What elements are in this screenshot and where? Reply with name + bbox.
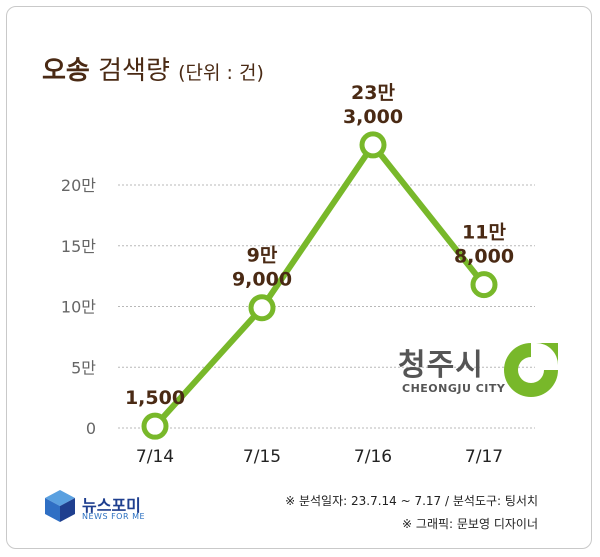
source-note: ※ 분석일자: 23.7.14 ~ 7.17 / 분석도구: 팅서치 ※ 그래픽… — [285, 490, 538, 536]
y-tick-label: 0 — [86, 419, 96, 438]
news-cube-icon — [45, 490, 75, 522]
city-name-korean: 청주시 — [398, 348, 484, 383]
y-tick-label: 10만 — [61, 298, 96, 317]
x-axis-ticks: 7/14 7/15 7/16 7/17 — [136, 447, 503, 467]
data-point — [248, 294, 276, 322]
chart-title: 오송 검색량 (단위 : 건) — [42, 50, 264, 87]
series-line-group — [152, 141, 487, 429]
data-label: 9,000 — [232, 269, 292, 291]
series-line — [152, 141, 487, 429]
y-tick-label: 5만 — [71, 358, 96, 377]
data-point — [359, 131, 387, 159]
source-line-2: ※ 그래픽: 문보영 디자이너 — [402, 517, 538, 531]
city-name-english: CHEONGJU CITY — [402, 382, 506, 395]
x-tick-label: 7/14 — [136, 447, 174, 467]
gridlines — [118, 184, 535, 429]
title-main: 오송 — [42, 56, 90, 86]
data-label: 8,000 — [454, 246, 514, 268]
x-tick-label: 7/17 — [465, 447, 503, 467]
data-point — [470, 271, 498, 299]
y-tick-label: 20만 — [61, 176, 96, 195]
publisher-logo: 뉴스포미 NEWS FOR ME — [42, 488, 182, 528]
y-axis-ticks: 0 5만 10만 15만 20만 — [61, 176, 96, 438]
x-tick-label: 7/16 — [354, 447, 392, 467]
cheongju-emblem-icon — [504, 343, 558, 397]
x-tick-label: 7/15 — [243, 447, 281, 467]
y-tick-label: 15만 — [61, 237, 96, 256]
title-rest: 검색량 — [98, 56, 170, 86]
data-points — [141, 131, 498, 440]
data-label: 11만 — [462, 222, 506, 244]
publisher-tagline: NEWS FOR ME — [82, 512, 146, 521]
data-label: 9만 — [247, 245, 278, 267]
source-line-1: ※ 분석일자: 23.7.14 ~ 7.17 / 분석도구: 팅서치 — [285, 494, 538, 508]
data-label: 23만 — [351, 82, 395, 104]
data-label: 1,500 — [125, 387, 185, 409]
data-point — [141, 412, 169, 440]
cheongju-city-logo-text: 청주시 CHEONGJU CITY — [398, 340, 563, 400]
publisher-name: 뉴스포미 — [82, 496, 141, 515]
data-label: 3,000 — [343, 106, 403, 128]
title-unit: (단위 : 건) — [178, 62, 264, 84]
